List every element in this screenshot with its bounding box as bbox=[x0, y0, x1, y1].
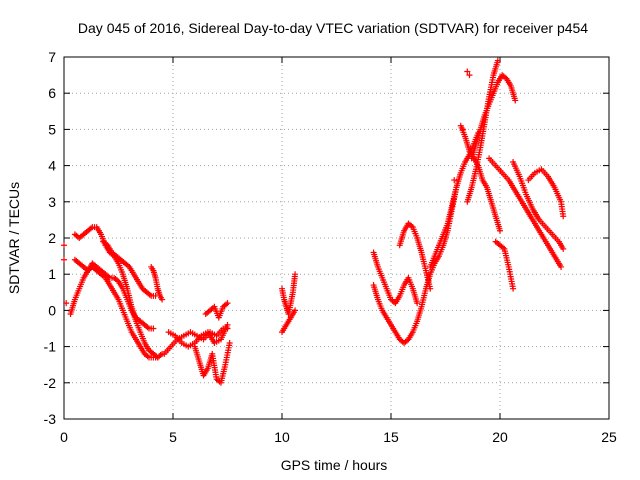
data-point bbox=[154, 354, 161, 361]
data-point bbox=[466, 72, 473, 79]
y-tick-label: 6 bbox=[48, 85, 56, 101]
series-sat-track-i bbox=[202, 300, 231, 321]
y-tick-label: 0 bbox=[48, 302, 56, 318]
series-sat-track-j bbox=[279, 271, 299, 318]
data-point bbox=[150, 325, 157, 332]
x-tick-label: 15 bbox=[383, 429, 399, 445]
grid-lines bbox=[64, 57, 609, 419]
series-sat-track-n bbox=[396, 220, 434, 292]
series-sat-track-e bbox=[148, 263, 166, 303]
series-sat-track-a bbox=[71, 224, 166, 361]
data-point bbox=[459, 126, 466, 133]
data-point bbox=[61, 256, 67, 263]
data-point bbox=[226, 339, 233, 346]
series-sat-track-k bbox=[279, 307, 299, 336]
data-point bbox=[558, 263, 565, 270]
series-sat-track-m bbox=[370, 249, 421, 307]
y-tick-label: 7 bbox=[48, 49, 56, 65]
data-point bbox=[560, 245, 567, 252]
series-sat-track-l bbox=[370, 184, 460, 346]
data-point bbox=[61, 242, 67, 249]
data-point bbox=[63, 300, 70, 307]
series-isolated-points bbox=[61, 68, 473, 307]
data-point bbox=[292, 307, 299, 314]
series-sat-track-c bbox=[67, 263, 161, 361]
y-tick-label: -1 bbox=[44, 339, 57, 355]
y-tick-label: -2 bbox=[44, 375, 57, 391]
axis-ticks: 0 5 10 15 20 25 -3 -2 -1 0 1 2 3 4 5 6 7 bbox=[44, 49, 617, 445]
data-points bbox=[61, 57, 567, 386]
series-sat-track-v bbox=[492, 238, 517, 292]
x-tick-label: 25 bbox=[601, 429, 617, 445]
y-tick-label: 4 bbox=[48, 158, 56, 174]
series-sat-track-s bbox=[486, 155, 565, 270]
data-point bbox=[512, 97, 519, 104]
data-point bbox=[510, 285, 517, 292]
x-tick-label: 0 bbox=[60, 429, 68, 445]
data-point bbox=[560, 213, 567, 220]
series-sat-track-r bbox=[457, 122, 503, 234]
y-tick-label: 1 bbox=[48, 266, 56, 282]
data-point bbox=[159, 296, 166, 303]
series-sat-track-q bbox=[468, 72, 519, 162]
data-point bbox=[497, 227, 503, 234]
series-sat-track-d bbox=[100, 238, 159, 299]
series-sat-track-t bbox=[510, 158, 567, 252]
data-point bbox=[451, 177, 458, 184]
series-sat-track-g bbox=[165, 321, 231, 350]
data-point bbox=[224, 300, 231, 307]
series-sat-track-h bbox=[191, 339, 233, 386]
chart-title: Day 045 of 2016, Sidereal Day-to-day VTE… bbox=[78, 20, 588, 36]
x-axis-label: GPS time / hours bbox=[281, 457, 388, 473]
data-point bbox=[427, 285, 434, 292]
series-sat-track-u bbox=[525, 166, 567, 220]
y-tick-label: -3 bbox=[44, 411, 57, 427]
data-point bbox=[494, 57, 501, 64]
x-tick-label: 20 bbox=[492, 429, 508, 445]
y-tick-label: 2 bbox=[48, 230, 56, 246]
x-tick-label: 5 bbox=[169, 429, 177, 445]
y-tick-label: 5 bbox=[48, 121, 56, 137]
y-axis-label: SDTVAR / TECUs bbox=[6, 182, 22, 294]
data-point bbox=[464, 68, 471, 75]
x-tick-label: 10 bbox=[274, 429, 290, 445]
data-point bbox=[414, 300, 421, 307]
data-point bbox=[224, 321, 231, 328]
y-tick-label: 3 bbox=[48, 194, 56, 210]
data-point bbox=[292, 271, 299, 278]
